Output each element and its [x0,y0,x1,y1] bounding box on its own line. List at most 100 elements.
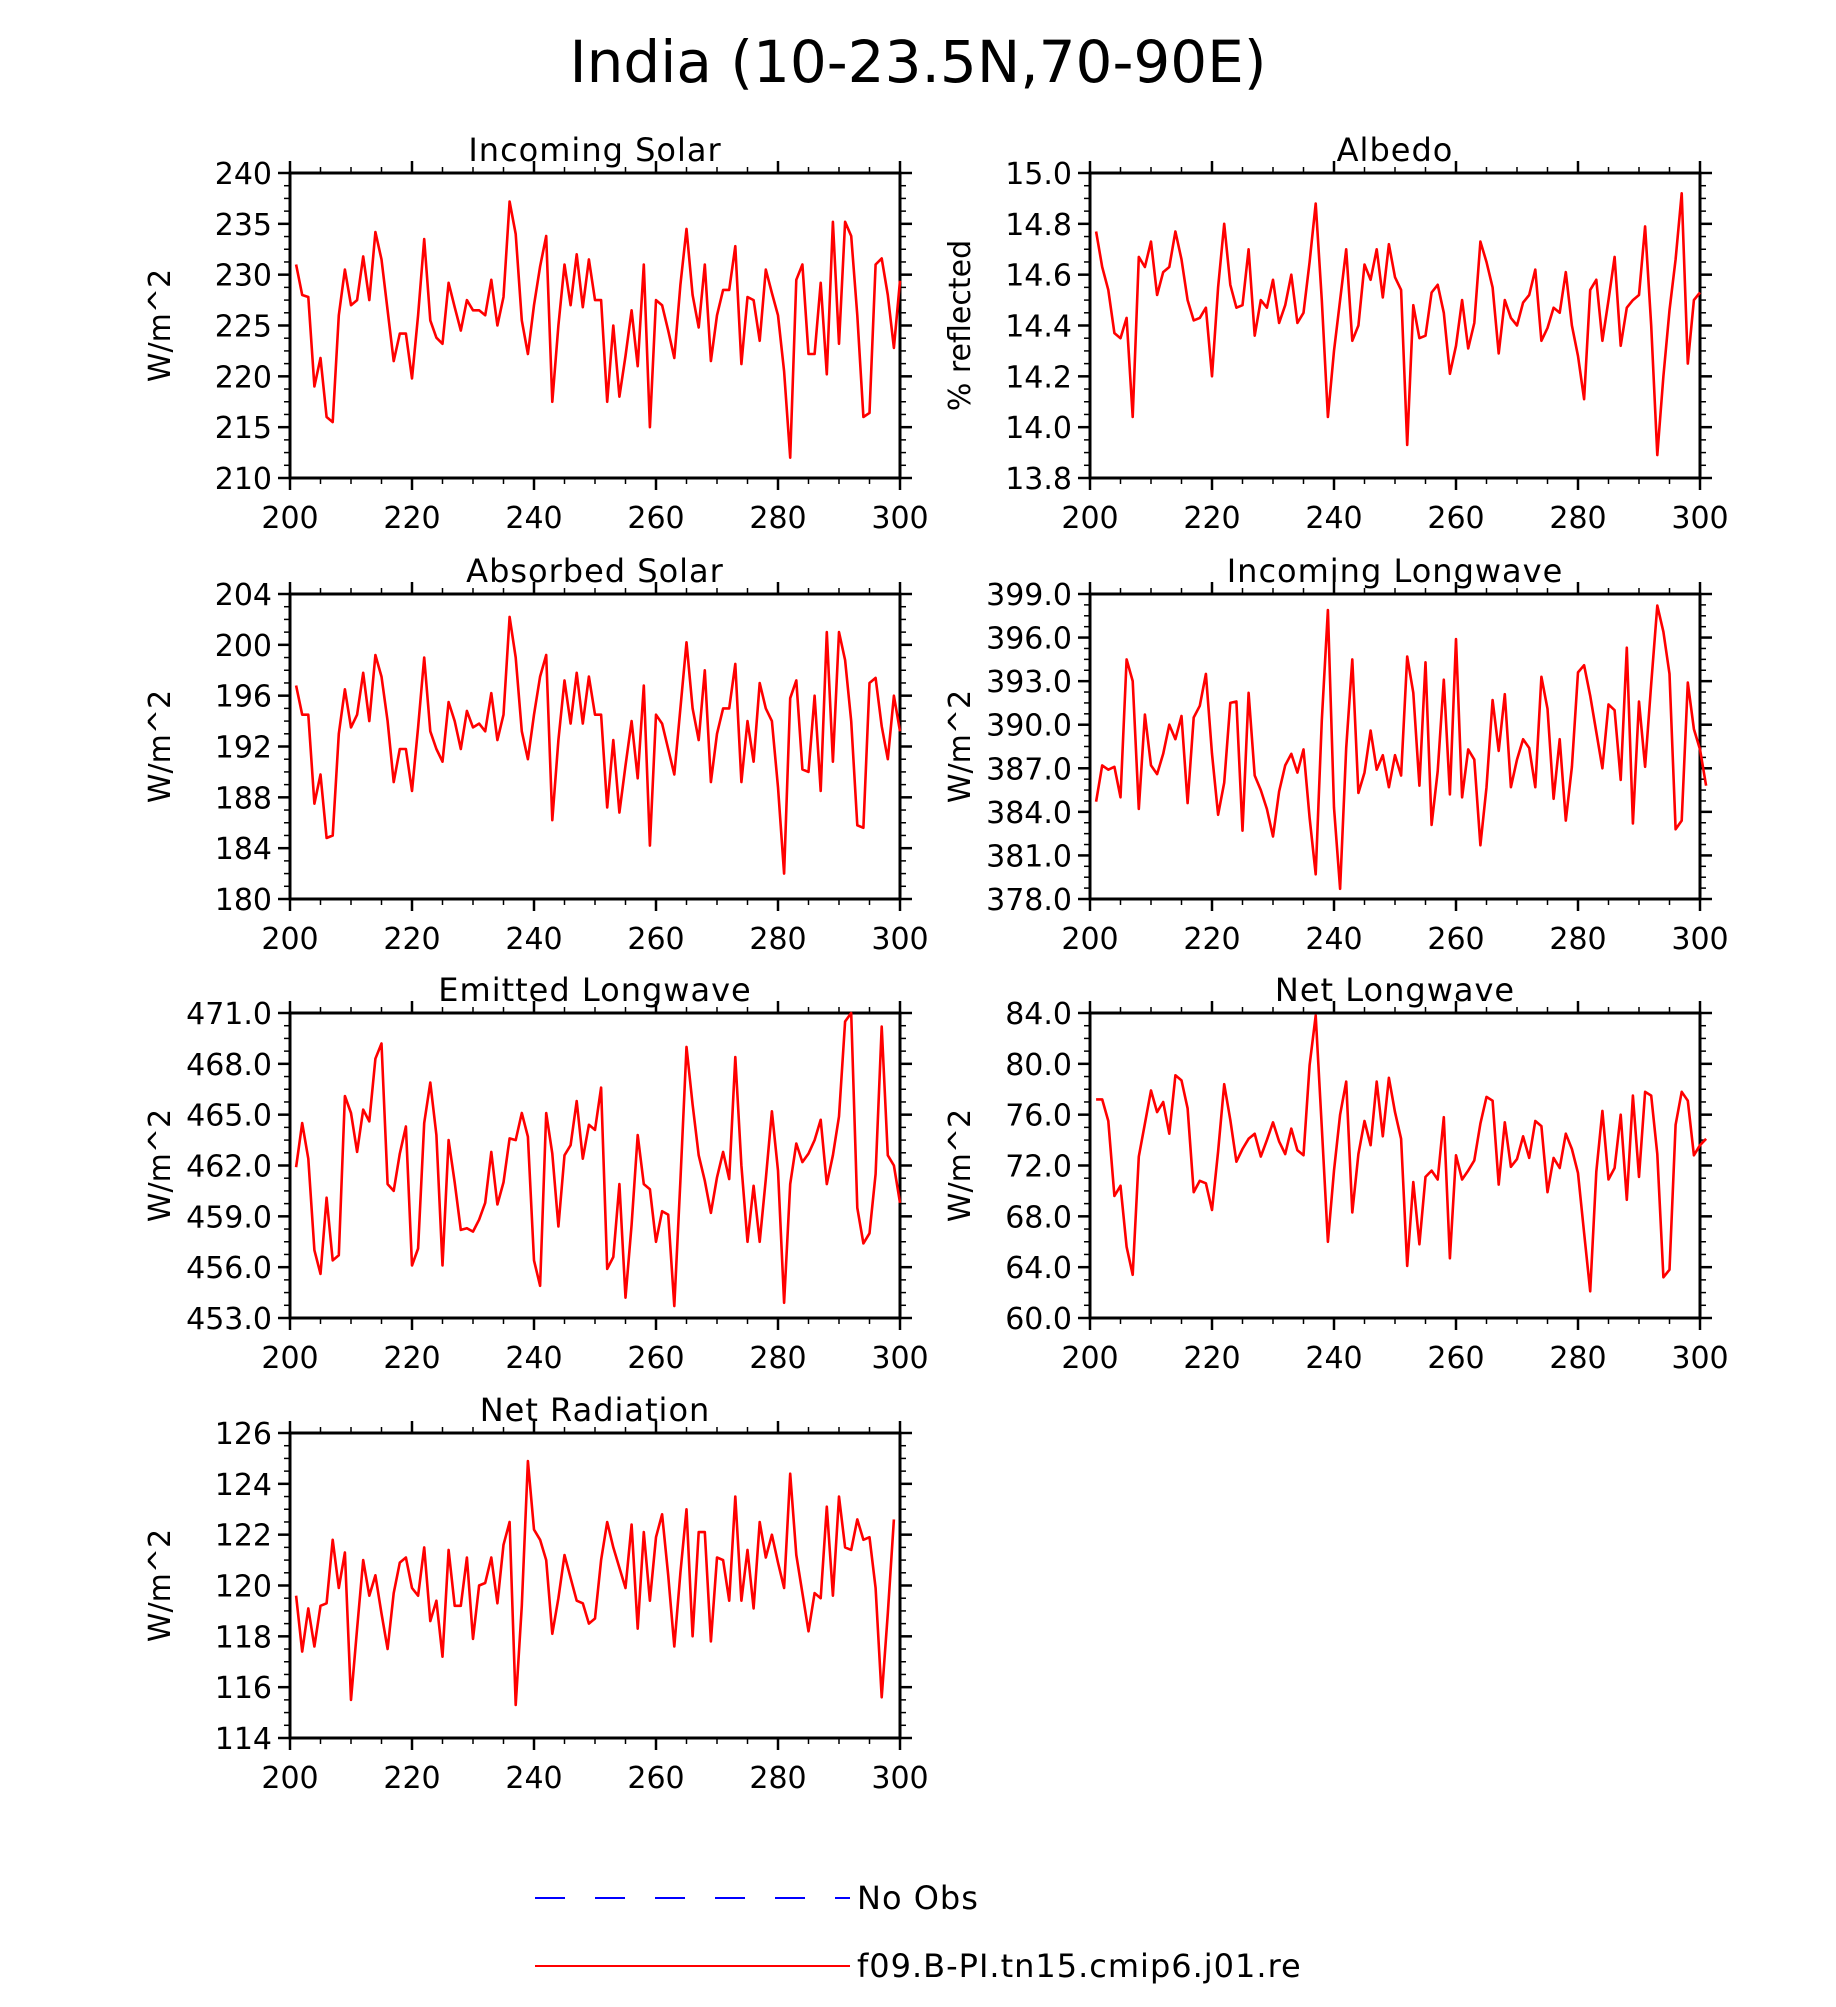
y-tick-label: 387.0 [986,752,1072,787]
y-tick-label: 456.0 [186,1251,272,1286]
y-tick-label: 13.8 [1005,462,1072,497]
y-tick-label: 381.0 [986,839,1072,874]
y-tick-label: 80.0 [1005,1048,1072,1083]
x-tick-label: 260 [1427,1341,1484,1376]
plot-frame [288,592,902,901]
y-tick-label: 76.0 [1005,1099,1072,1134]
y-tick-label: 399.0 [986,578,1072,613]
x-tick-label: 220 [383,1341,440,1376]
x-tick-label: 240 [1305,501,1362,536]
x-tick-label: 200 [261,922,318,957]
y-tick-label: 114 [215,1722,272,1757]
x-tick-label: 300 [871,1341,928,1376]
x-tick-label: 240 [505,922,562,957]
x-tick-label: 280 [749,1761,806,1796]
y-axis-label: W/m^2 [143,1529,178,1642]
y-axis-label: W/m^2 [143,1109,178,1222]
plot-frame [1088,592,1702,901]
figure-title: India (10-23.5N,70-90E) [570,28,1267,96]
x-tick-label: 200 [1061,501,1118,536]
x-tick-label: 220 [383,1761,440,1796]
y-tick-label: 453.0 [186,1302,272,1337]
x-tick-label: 280 [749,501,806,536]
x-tick-label: 300 [871,1761,928,1796]
x-tick-label: 260 [627,501,684,536]
y-tick-label: 393.0 [986,665,1072,700]
panel-3: Absorbed Solar 200 220 240 260 280 300 180 184 18… [143,552,929,957]
y-tick-label: 14.4 [1005,310,1072,345]
y-tick-label: 188 [215,781,272,816]
x-tick-label: 200 [1061,1341,1118,1376]
series-line [1094,604,1708,891]
series-line [294,1011,902,1308]
y-tick-label: 196 [215,680,272,715]
x-tick-label: 260 [1427,922,1484,957]
series-line [294,615,902,875]
x-tick-label: 220 [1183,501,1240,536]
y-tick-label: 465.0 [186,1099,272,1134]
y-tick-label: 126 [215,1417,272,1452]
y-tick-label: 184 [215,832,272,867]
x-tick-label: 260 [627,1341,684,1376]
y-axis-label: W/m^2 [143,269,178,382]
x-tick-label: 280 [1549,501,1606,536]
panels: Incoming Solar 200 220 240 260 280 300 210 215 22… [143,131,1729,1796]
x-tick-label: 220 [383,501,440,536]
panel-title: Net Longwave [1275,971,1515,1009]
x-tick-label: 200 [261,1341,318,1376]
panel-7: Net Radiation 200 220 240 260 280 300 114 116 118… [143,1391,929,1796]
y-tick-label: 14.8 [1005,208,1072,243]
panel-title: Albedo [1337,131,1454,169]
x-tick-label: 260 [1427,501,1484,536]
plot-frame [1088,171,1702,480]
panel-5: Emitted Longwave 200 220 240 260 280 300 453.0 4… [143,971,929,1376]
y-tick-label: 72.0 [1005,1150,1072,1185]
x-tick-label: 200 [261,1761,318,1796]
y-axis-label: W/m^2 [943,1109,978,1222]
y-tick-label: 215 [215,411,272,446]
y-tick-label: 124 [215,1468,272,1503]
y-tick-label: 210 [215,462,272,497]
y-tick-label: 235 [215,208,272,243]
y-tick-label: 384.0 [986,796,1072,831]
panel-title: Incoming Longwave [1227,552,1564,590]
y-tick-label: 225 [215,310,272,345]
x-tick-label: 300 [871,922,928,957]
y-tick-label: 64.0 [1005,1251,1072,1286]
legend-label-no-obs: No Obs [857,1879,979,1917]
y-tick-label: 122 [215,1519,272,1554]
y-tick-label: 471.0 [186,997,272,1032]
plot-frame [288,171,902,480]
y-tick-label: 15.0 [1005,157,1072,192]
y-tick-label: 459.0 [186,1200,272,1235]
series-line [294,200,902,460]
x-tick-label: 280 [1549,922,1606,957]
y-tick-label: 180 [215,883,272,918]
y-tick-label: 200 [215,629,272,664]
y-tick-label: 120 [215,1570,272,1605]
panel-title: Incoming Solar [468,131,721,169]
y-axis-label: W/m^2 [943,690,978,803]
x-tick-label: 240 [505,501,562,536]
x-tick-label: 280 [1549,1341,1606,1376]
y-axis-label: % reflected [943,240,978,411]
legend: No Obs f09.B-PI.tn15.cmip6.j01.re [535,1879,1301,1985]
y-tick-label: 220 [215,360,272,395]
x-tick-label: 240 [505,1341,562,1376]
x-tick-label: 300 [1671,1341,1728,1376]
x-tick-label: 280 [749,1341,806,1376]
y-tick-label: 204 [215,578,272,613]
x-tick-label: 220 [1183,922,1240,957]
y-tick-label: 462.0 [186,1150,272,1185]
x-tick-label: 240 [505,1761,562,1796]
y-tick-label: 68.0 [1005,1200,1072,1235]
series-line [294,1459,896,1707]
x-tick-label: 280 [749,922,806,957]
panel-6: Net Longwave 200 220 240 260 280 300 60.0 64.0 68… [943,971,1729,1376]
panel-1: Incoming Solar 200 220 240 260 280 300 210 215 22… [143,131,929,536]
y-tick-label: 230 [215,259,272,294]
y-tick-label: 14.2 [1005,360,1072,395]
y-tick-label: 84.0 [1005,997,1072,1032]
y-tick-label: 396.0 [986,622,1072,657]
